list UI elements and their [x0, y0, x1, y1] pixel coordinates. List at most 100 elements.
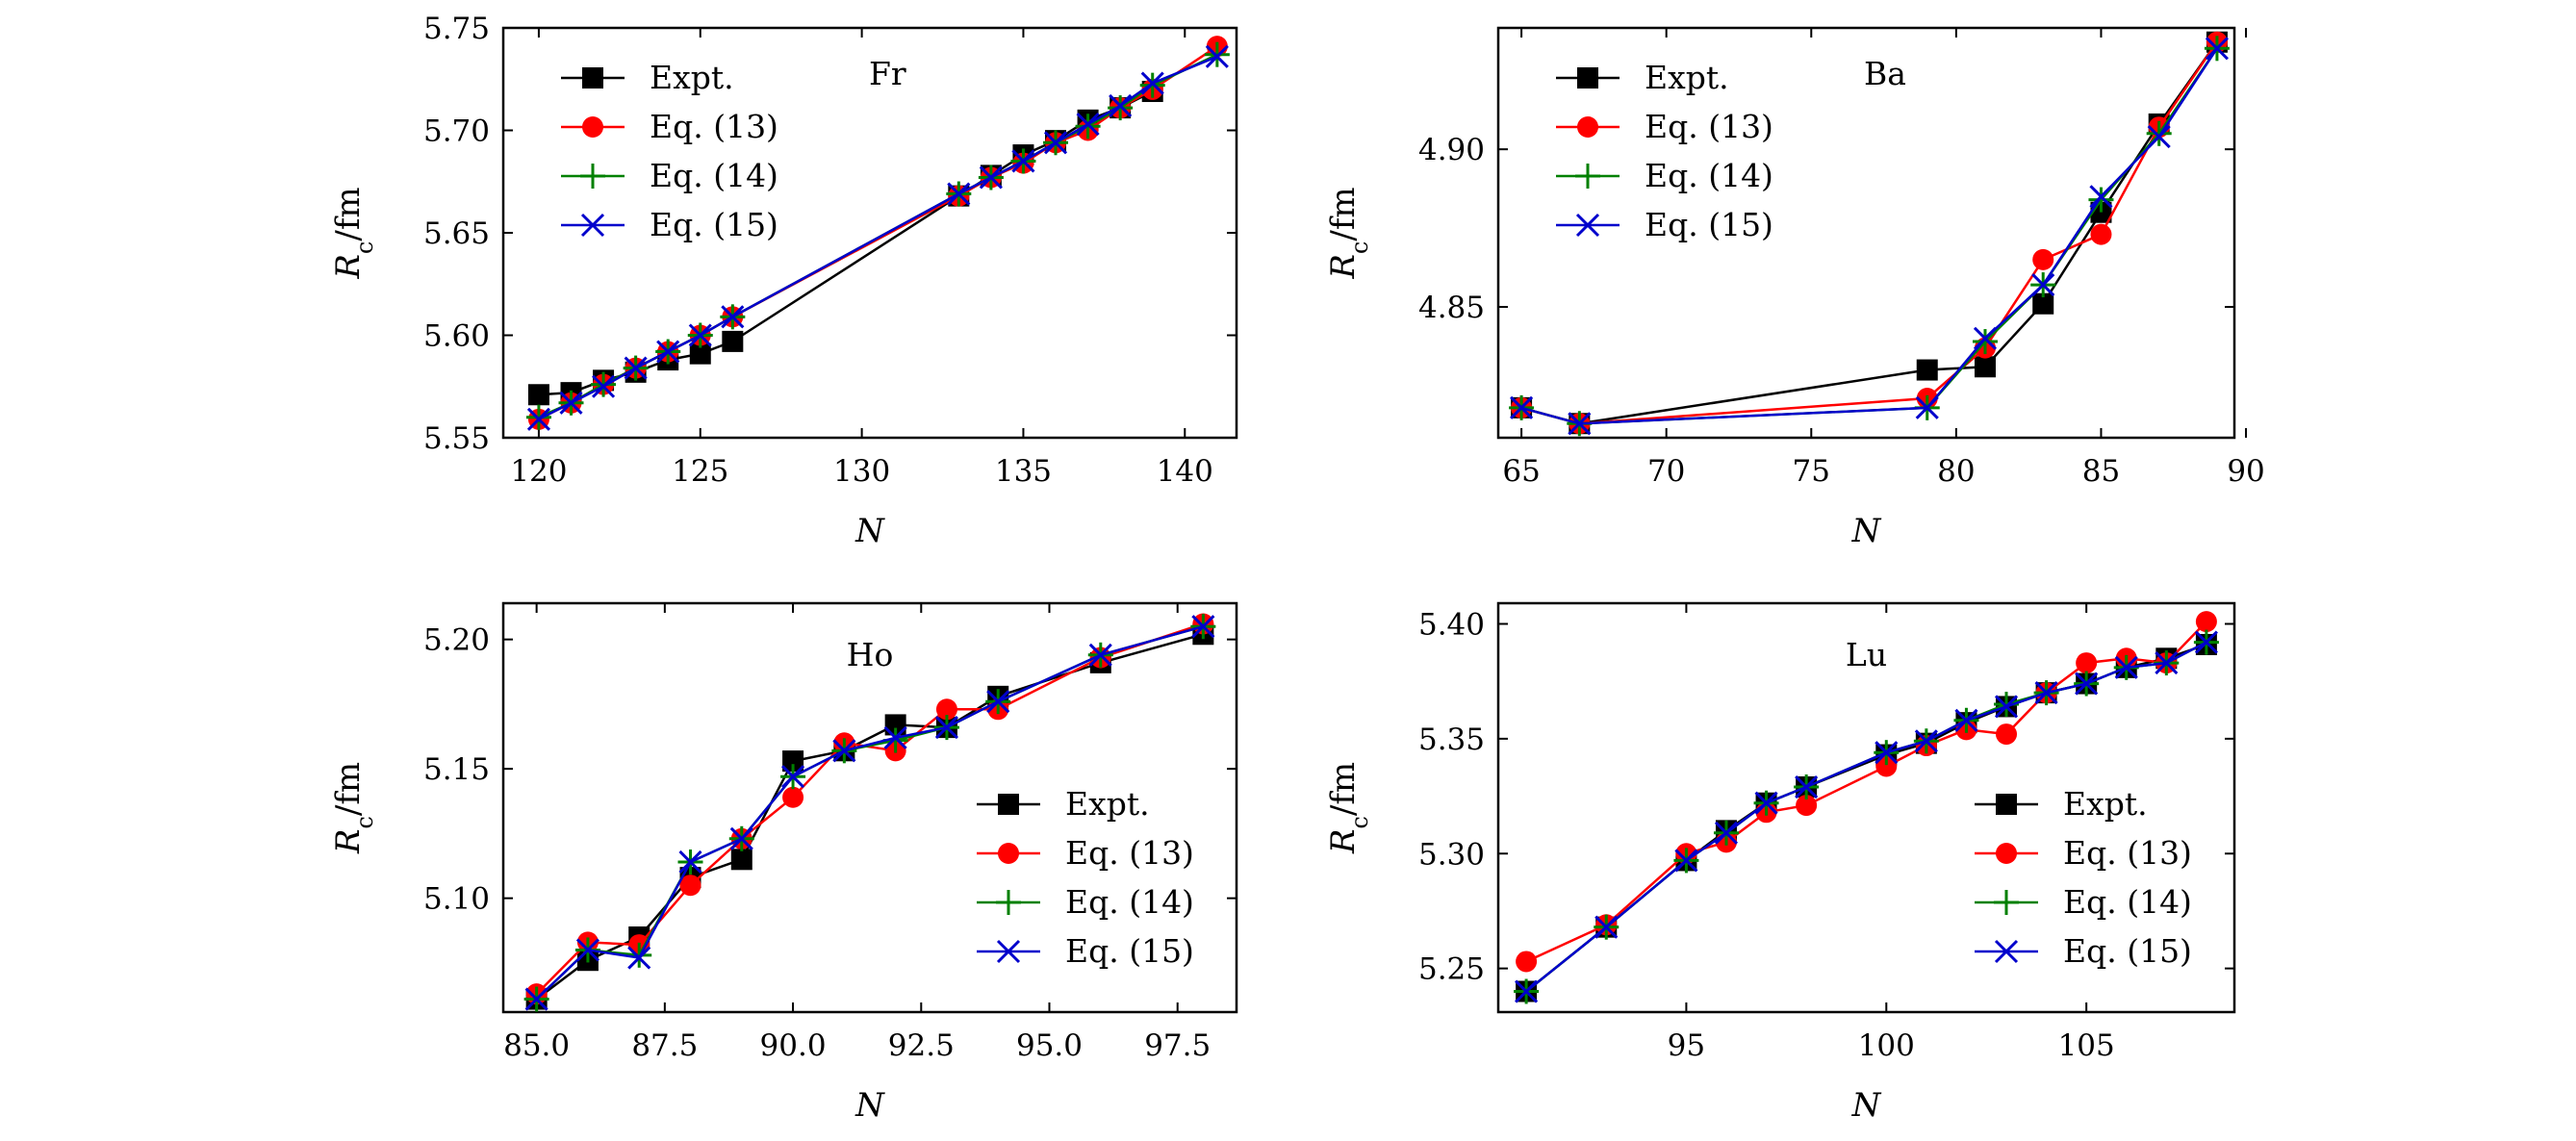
data-point: [626, 942, 652, 968]
data-point: [1974, 356, 1996, 378]
legend-label: Eq. (13): [650, 108, 778, 145]
data-point: [1973, 326, 1998, 350]
legend-label: Eq. (14): [1065, 883, 1194, 921]
x-tick-label: 95: [1668, 1028, 1705, 1063]
data-point: [2075, 672, 2099, 696]
data-point: [2089, 185, 2113, 209]
data-point: [1954, 708, 1978, 732]
x-tick-label: 130: [833, 454, 890, 489]
legend: Expt. Eq. (13) Eq. (14) Eq. (15): [1556, 59, 1773, 243]
series-square: [527, 81, 1163, 406]
legend-label: Expt.: [650, 59, 734, 96]
plot-frame: [501, 601, 1238, 1014]
data-point: [2205, 37, 2229, 61]
data-point: [1140, 71, 1164, 95]
y-axis-label: Rc/fm: [1324, 187, 1373, 279]
data-point: [1914, 729, 1938, 753]
data-point: [526, 407, 550, 431]
legend-label: Eq. (15): [1645, 206, 1773, 243]
legend-label: Expt.: [2063, 785, 2148, 823]
data-point: [689, 342, 711, 365]
data-point: [592, 374, 616, 398]
data-point: [832, 739, 856, 763]
legend-marker: [996, 890, 1021, 915]
x-axis-label: N: [1851, 512, 1882, 550]
chart-panel-ho: 85.0 87.5 90.0 92.5 95.0 97.5 5.10 5.15 5.20 N Rc/…: [329, 601, 1238, 1125]
data-point: [1795, 774, 1819, 799]
series-plus: [1509, 36, 2230, 437]
x-axis-label: N: [854, 1086, 885, 1125]
data-point: [524, 987, 548, 1011]
legend-label: Eq. (15): [2063, 932, 2192, 970]
y-tick-label: 4.85: [1418, 291, 1485, 325]
legend-marker: [1577, 116, 1598, 138]
x-axis-label: N: [1851, 1086, 1882, 1125]
legend-marker: [1994, 890, 2019, 915]
legend: Expt. Eq. (13) Eq. (14) Eq. (15): [561, 59, 778, 243]
x-tick-label: 75: [1793, 454, 1830, 489]
data-point: [1043, 131, 1068, 155]
data-point: [1139, 72, 1165, 98]
y-axis-label: Rc/fm: [329, 187, 378, 279]
data-point: [781, 765, 805, 789]
data-point: [1204, 41, 1230, 67]
data-point: [1994, 695, 2019, 719]
data-point: [575, 938, 599, 962]
data-point: [1191, 615, 1215, 639]
data-point: [2114, 655, 2138, 679]
x-tick-label: 100: [1858, 1028, 1915, 1063]
legend-label: Expt.: [1065, 785, 1150, 823]
y-tick-label: 5.60: [423, 319, 490, 354]
y-tick-label: 5.10: [423, 882, 490, 917]
y-tick-label: 5.70: [423, 114, 490, 149]
x-tick-label: 105: [2058, 1028, 2115, 1063]
legend-label: Eq. (15): [1065, 932, 1194, 970]
y-tick-label: 5.25: [1418, 952, 1485, 987]
legend-marker: [1575, 213, 1600, 238]
data-point: [1205, 44, 1229, 68]
y-tick-label: 5.40: [1418, 607, 1485, 642]
legend-marker: [1577, 67, 1598, 89]
data-point: [656, 340, 680, 364]
data-point: [2031, 273, 2055, 297]
x-tick-label: 120: [510, 454, 567, 489]
data-point: [2155, 651, 2179, 675]
data-point: [2088, 187, 2114, 213]
data-point: [1109, 93, 1133, 118]
legend-marker: [580, 213, 605, 238]
data-point: [627, 946, 651, 970]
data-point: [1568, 412, 1592, 436]
data-point: [1972, 329, 1998, 355]
data-point: [1011, 149, 1035, 173]
y-tick-label: 5.75: [423, 12, 490, 46]
data-point: [1915, 395, 1939, 419]
x-tick-label: 125: [672, 454, 728, 489]
data-point: [527, 384, 549, 406]
series-line: [1520, 47, 2218, 425]
legend-marker: [1994, 939, 2019, 964]
data-point: [1088, 643, 1112, 667]
series-x: [524, 615, 1215, 1011]
legend-label: Expt.: [1645, 59, 1729, 96]
data-point: [525, 404, 551, 430]
y-tick-label: 5.15: [423, 752, 490, 787]
data-point: [2146, 120, 2172, 146]
legend-marker: [996, 939, 1021, 964]
data-point: [1108, 95, 1134, 121]
x-tick-label: 135: [995, 454, 1052, 489]
legend-label: Eq. (14): [1645, 157, 1773, 194]
series-x: [1515, 630, 2218, 1003]
x-tick-label: 70: [1647, 454, 1685, 489]
x-tick-label: 92.5: [888, 1028, 955, 1063]
nucleus-annotation: Ba: [1864, 55, 1906, 92]
plot-frame: [1496, 26, 2236, 440]
series-x: [526, 44, 1229, 431]
legend-marker: [582, 116, 603, 138]
series-line: [1520, 47, 2218, 425]
data-point: [1076, 113, 1100, 137]
y-tick-label: 5.20: [423, 623, 490, 658]
series-line: [1520, 40, 2218, 425]
x-tick-label: 80: [1937, 454, 1975, 489]
data-point: [729, 826, 753, 850]
